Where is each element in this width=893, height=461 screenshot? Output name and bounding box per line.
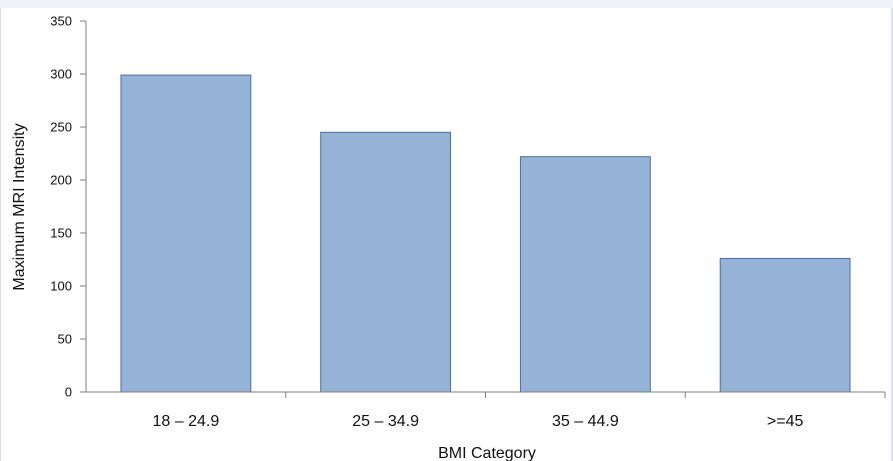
x-axis-title: BMI Category (438, 445, 536, 461)
bar-1 (120, 74, 252, 393)
bars-group (120, 74, 851, 393)
bar-4 (719, 257, 851, 393)
y-tick-label: 350 (50, 14, 72, 29)
bar-3 (519, 156, 651, 393)
right-edge (891, 8, 893, 461)
x-category-label: >=45 (767, 413, 804, 430)
x-category-label: 25 – 34.9 (352, 413, 419, 430)
x-axis-labels: 18 – 24.9 25 – 34.9 35 – 44.9 >=45 (153, 392, 886, 430)
y-axis-title: Maximum MRI Intensity (11, 123, 28, 290)
y-tick-label: 250 (50, 120, 72, 135)
bar-2 (320, 131, 452, 393)
y-tick-label: 150 (50, 226, 72, 241)
x-category-label: 18 – 24.9 (153, 413, 220, 430)
y-axis-ticks: 0 50 100 150 200 250 300 350 (50, 14, 86, 400)
y-tick-label: 200 (50, 173, 72, 188)
left-edge (0, 8, 1, 461)
x-category-label: 35 – 44.9 (552, 413, 619, 430)
y-tick-label: 300 (50, 67, 72, 82)
y-tick-label: 50 (58, 332, 72, 347)
y-tick-label: 0 (65, 385, 72, 400)
y-tick-label: 100 (50, 279, 72, 294)
top-strip (0, 0, 893, 8)
